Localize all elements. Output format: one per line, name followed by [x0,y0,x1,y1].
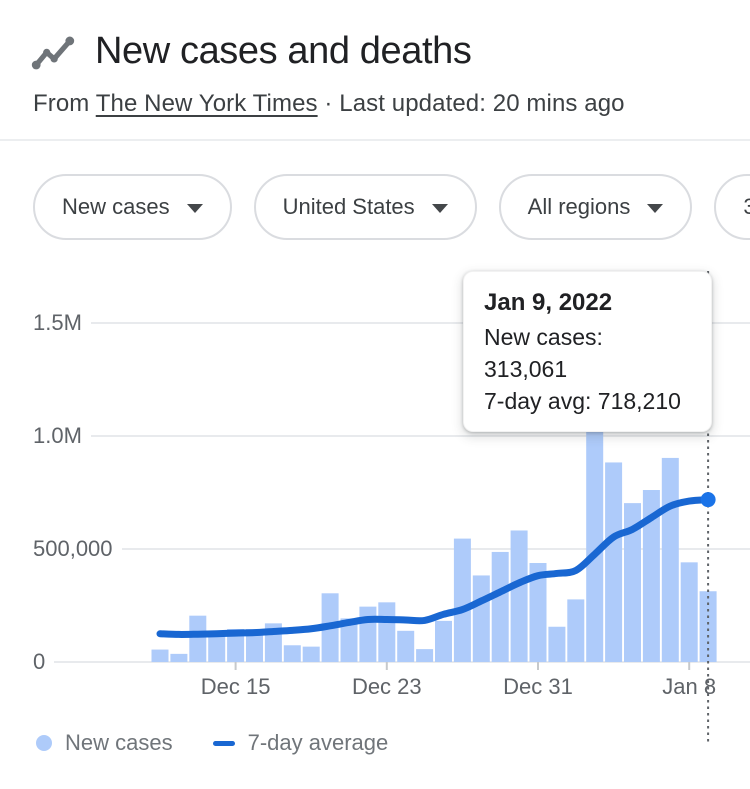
metric-filter-label: New cases [62,194,170,219]
page-title: New cases and deaths [95,30,472,72]
bar-dec-12[interactable] [170,653,188,662]
bar-dec-22[interactable] [359,606,377,662]
bar-jan-6[interactable] [642,490,660,662]
legend-item-7day-average: 7-day average [212,730,389,756]
region-filter-label: All regions [527,194,631,219]
tooltip-date: Jan 9, 2022 [484,289,613,316]
bar-dec-27[interactable] [453,538,471,662]
highlight-dot [700,492,716,508]
bar-dec-23[interactable] [378,602,396,662]
bar-dec-30[interactable] [510,530,528,662]
seven-day-average-line [156,496,712,638]
legend-item-new-cases: New cases [36,730,173,756]
country-filter-label: United States [282,194,415,219]
bar-dec-26[interactable] [435,620,452,662]
source-prefix: From [33,90,96,117]
legend-label-new-cases: New cases [65,730,173,755]
bar-dec-24[interactable] [397,630,415,662]
bar-jan-8[interactable] [680,562,698,662]
x-axis-label: Dec 15 [200,674,271,699]
chevron-down-icon [431,203,448,213]
x-axis-label: Dec 31 [503,674,573,699]
bar-dec-15[interactable] [227,629,245,662]
bar-dec-31[interactable] [529,563,547,662]
y-axis-label: 1.5M [33,310,91,336]
x-axis-label: Jan 8 [662,674,717,699]
y-axis-label: 1.0M [33,423,91,449]
bar-jan-1[interactable] [548,626,566,662]
bar-dec-18[interactable] [283,645,301,662]
bar-dec-19[interactable] [302,646,320,662]
y-axis-label: 500,000 [33,536,122,562]
tooltip-new-cases: New cases: 313,061 [484,324,603,382]
x-axis-label: Dec 23 [351,674,422,699]
bar-jan-2[interactable] [567,599,585,662]
bar-dec-16[interactable] [246,629,263,662]
bar-jan-4[interactable] [605,462,623,662]
y-axis-label: 0 [33,649,55,675]
chevron-down-icon [186,203,203,213]
bar-jan-9[interactable] [699,591,717,662]
chevron-down-icon [647,203,664,213]
source-link[interactable]: The New York Times [95,90,318,117]
bar-dec-13[interactable] [189,615,207,662]
timeline-icon [30,31,76,73]
widget-header: New cases and deaths [0,0,750,73]
bar-dec-28[interactable] [472,575,490,662]
bar-dec-29[interactable] [491,551,509,662]
source-line: From The New York Times · Last updated: … [33,90,750,118]
chart-area: 1.5M 1.0M 500,000 0 Dec 15 Dec 23 Dec 31 Jan 8… [0,260,750,760]
chart-svg [33,271,750,745]
metric-filter-chip[interactable]: New cases [33,174,232,240]
chart-legend: New cases 7-day average [36,730,388,756]
bar-jan-3[interactable] [586,431,604,662]
bar-dec-11[interactable] [151,649,169,662]
header-divider [0,139,750,141]
tooltip-7day-avg: 7-day avg: 718,210 [484,388,681,414]
filter-chip-row: New cases United States All regions 3 [0,174,750,240]
new-cases-marker-icon [36,735,52,751]
bar-dec-25[interactable] [416,649,434,662]
last-updated-text: · Last updated: 20 mins ago [317,90,625,117]
region-filter-chip[interactable]: All regions [498,174,693,240]
timerange-filter-label: 3 [743,194,750,219]
bar-jan-5[interactable] [624,503,641,662]
legend-label-7day-average: 7-day average [247,730,389,755]
bar-jan-7[interactable] [661,457,679,662]
chart-tooltip: Jan 9, 2022 New cases: 313,061 7-day avg… [463,271,712,432]
bar-dec-14[interactable] [208,632,226,662]
seven-day-average-marker-icon [212,740,235,746]
bar-dec-21[interactable] [340,618,358,662]
country-filter-chip[interactable]: United States [253,174,477,240]
timerange-filter-chip[interactable]: 3 [714,174,750,240]
